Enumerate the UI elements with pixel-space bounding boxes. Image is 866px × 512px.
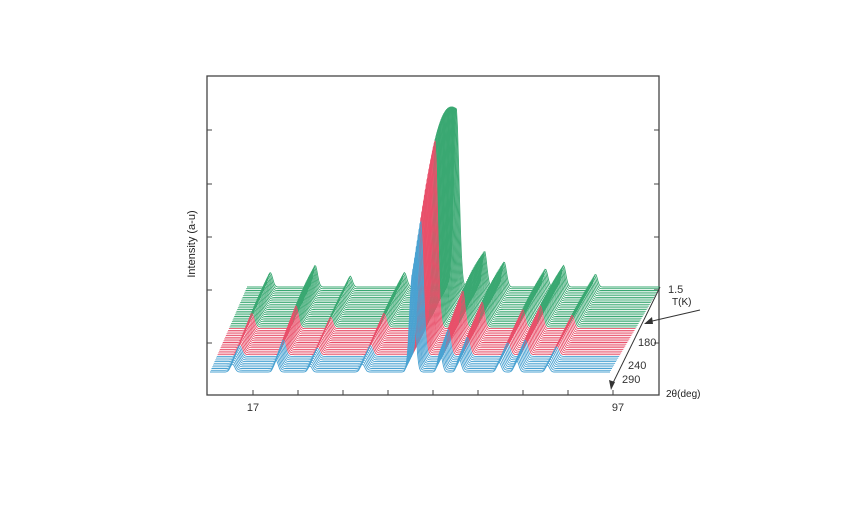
temperature-tick-label-180: 180 — [638, 337, 656, 349]
x-axis-title: 2θ(deg) — [666, 389, 700, 400]
y-axis-title: Intensity (a-u) — [186, 210, 198, 277]
temperature-tick-label-290: 290 — [622, 374, 640, 386]
temperature-tick-label-240: 240 — [628, 360, 646, 372]
x-tick-label-97: 97 — [612, 402, 624, 414]
temperature-tick-label-1-5: 1.5 — [668, 284, 683, 296]
temperature-axis-line — [610, 286, 661, 388]
temperature-pointer-line — [647, 309, 701, 323]
temperature-axis-arrow — [609, 380, 615, 390]
series-traces — [210, 106, 660, 373]
series-trace-50 — [210, 272, 610, 373]
temperature-axis-title: T(K) — [672, 297, 691, 308]
temperature-pointer-arrow — [644, 317, 653, 324]
y-axis-ticks — [207, 129, 659, 395]
x-tick-label-17: 17 — [247, 402, 259, 414]
